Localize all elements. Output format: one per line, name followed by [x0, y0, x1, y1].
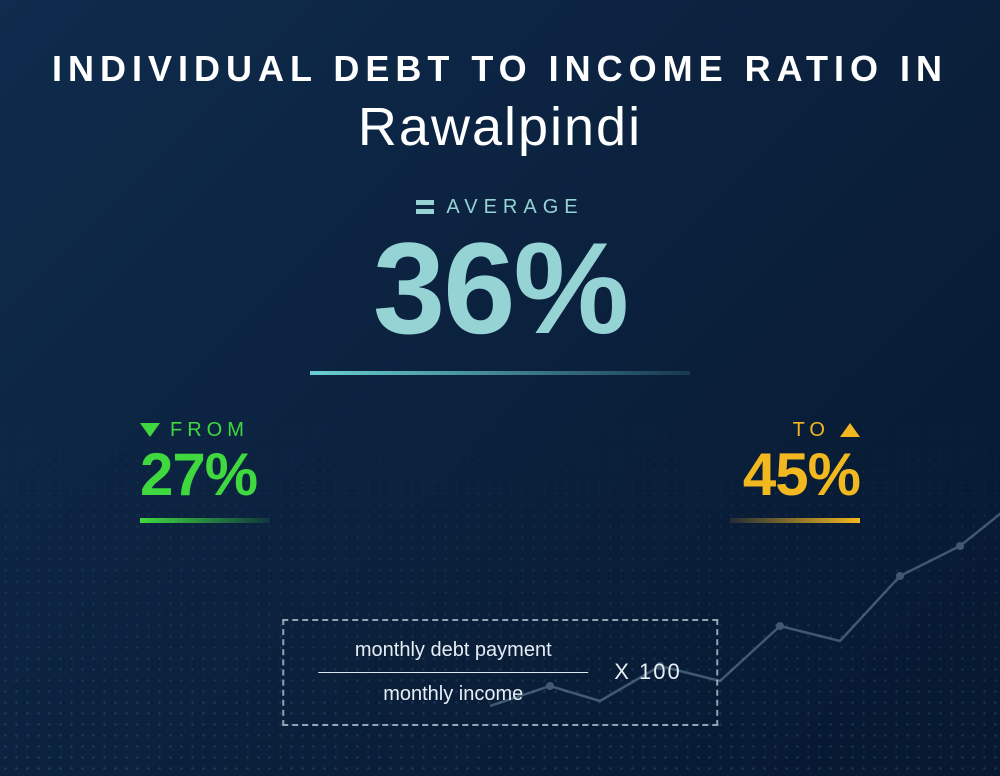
formula-numerator: monthly debt payment — [355, 639, 552, 662]
range-to-label-row: TO — [793, 419, 860, 442]
equals-icon — [416, 200, 434, 214]
range-from-underline — [140, 518, 270, 523]
average-underline — [310, 371, 690, 375]
range-from-label: FROM — [170, 419, 249, 442]
range-to-label: TO — [793, 419, 830, 442]
title-line-2-location: Rawalpindi — [0, 96, 1000, 158]
range-to-underline — [730, 518, 860, 523]
triangle-up-icon — [840, 423, 860, 437]
formula-box: monthly debt payment monthly income X 10… — [282, 619, 718, 727]
fraction-line — [318, 672, 588, 674]
formula-denominator: monthly income — [383, 683, 523, 706]
formula-fraction: monthly debt payment monthly income — [318, 639, 588, 707]
triangle-down-icon — [140, 423, 160, 437]
range-from-value: 27% — [140, 442, 270, 508]
range-from-label-row: FROM — [140, 419, 249, 442]
formula-multiplier: X 100 — [614, 659, 682, 685]
average-block: AVERAGE 36% — [310, 192, 690, 375]
infographic-container: INDIVIDUAL DEBT TO INCOME RATIO IN Rawal… — [0, 0, 1000, 776]
range-to-value: 45% — [730, 442, 860, 508]
range-row: FROM 27% TO 45% — [120, 419, 880, 524]
title-line-1: INDIVIDUAL DEBT TO INCOME RATIO IN — [0, 48, 1000, 90]
average-value: 36% — [310, 223, 690, 353]
range-to-block: TO 45% — [730, 419, 860, 524]
range-from-block: FROM 27% — [140, 419, 270, 524]
